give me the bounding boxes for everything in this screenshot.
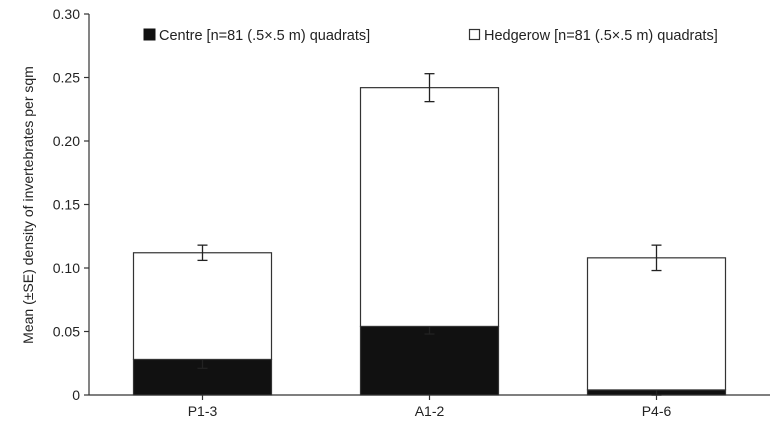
x-axis-tick-labels: P1-3 A1-2 P4-6 (188, 395, 672, 419)
plot-area (88, 14, 770, 396)
y-tick-label: 0.20 (53, 133, 80, 149)
y-tick-label: 0.05 (53, 324, 80, 340)
bar-segment (359, 87, 500, 328)
y-axis-ticks: 0 0.05 0.10 0.15 0.20 0.25 0.30 (53, 6, 89, 403)
y-tick-label: 0.15 (53, 197, 80, 213)
y-tick-label: 0 (72, 387, 80, 403)
legend-swatch-centre (143, 28, 156, 41)
y-tick-label: 0.25 (53, 70, 80, 86)
legend-swatch-hedgerow (468, 28, 481, 41)
y-tick-label: 0.30 (53, 6, 80, 22)
bar-segment (586, 257, 727, 391)
bar-segment (132, 252, 273, 361)
legend-label-hedgerow: Hedgerow [n=81 (.5×.5 m) quadrats] (484, 28, 718, 44)
legend: Centre [n=81 (.5×.5 m) quadrats] Hedgero… (143, 28, 718, 44)
y-axis-title: Mean (±SE) density of invertebrates per … (20, 66, 36, 344)
x-tick-label: A1-2 (415, 403, 445, 419)
x-tick-label: P1-3 (188, 403, 218, 419)
x-tick-label: P4-6 (642, 403, 672, 419)
bar-segment (359, 325, 500, 396)
legend-label-centre: Centre [n=81 (.5×.5 m) quadrats] (159, 28, 370, 44)
y-tick-label: 0.10 (53, 260, 80, 276)
